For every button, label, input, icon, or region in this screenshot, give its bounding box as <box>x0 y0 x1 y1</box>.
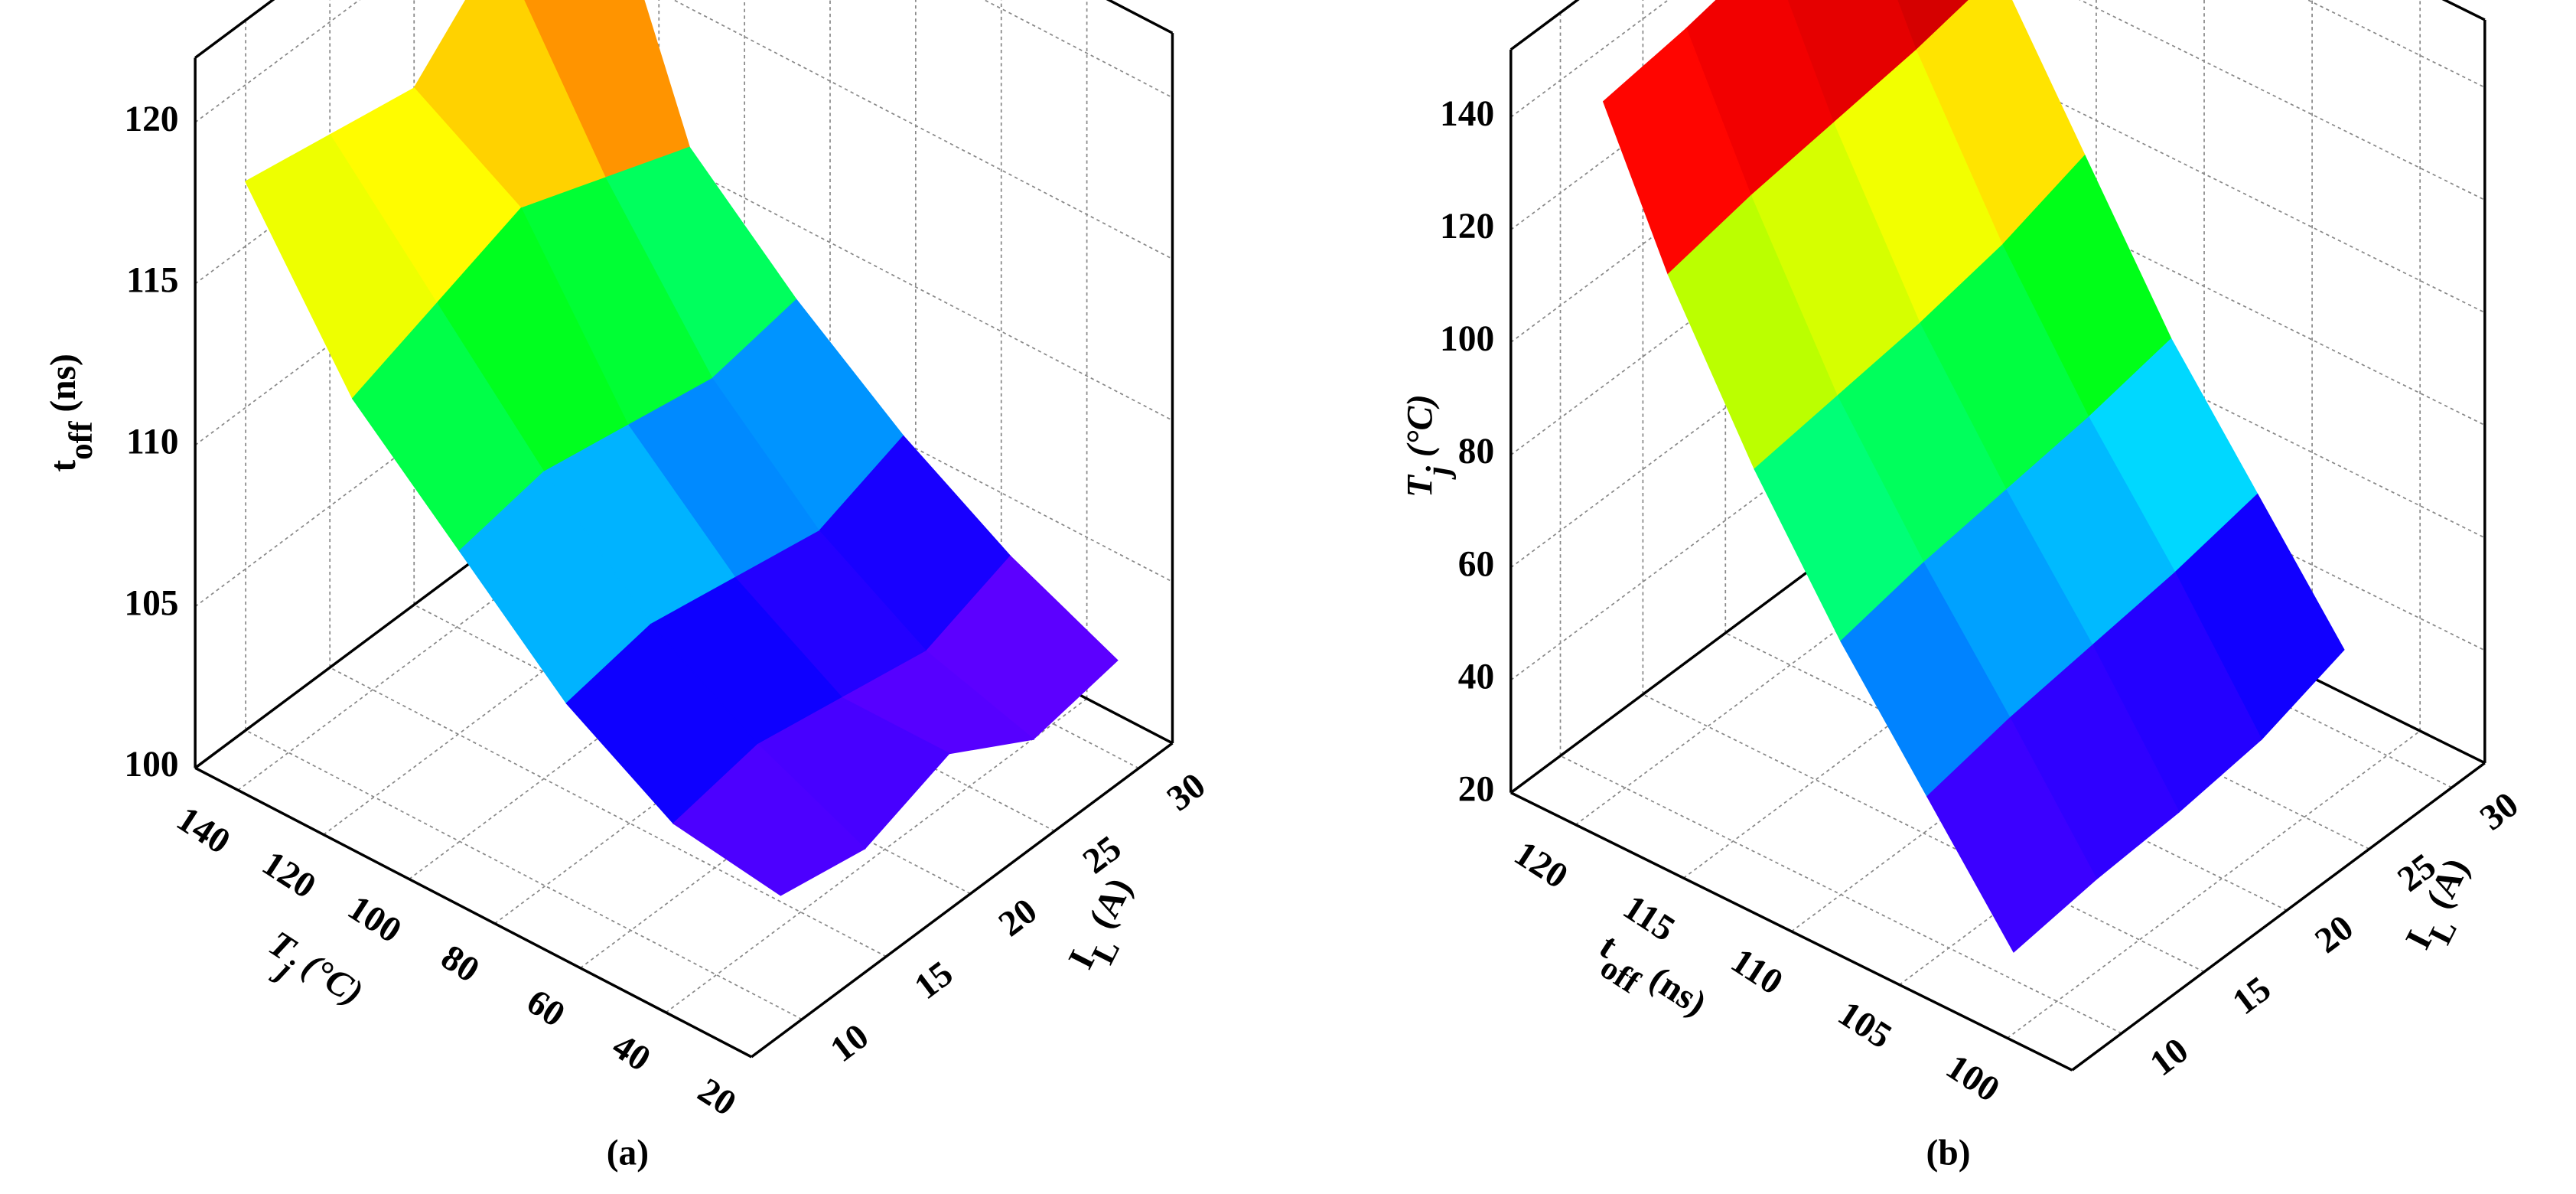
x-tick-label: 105 <box>1831 993 1898 1056</box>
y-axis-label: IL (A) <box>1061 872 1154 983</box>
x-tick-label: 40 <box>605 1026 657 1079</box>
x-tick-label: 115 <box>1616 887 1682 949</box>
z-axis-label: Tj (°C) <box>1400 394 1457 497</box>
grid-line <box>1560 755 2122 1034</box>
z-axis-label-part: T <box>1400 474 1440 497</box>
z-tick-label: 60 <box>1458 544 1494 584</box>
surface-cell <box>1926 716 2098 953</box>
x-axis-label-part: (°C) <box>288 941 370 1013</box>
y-tick-label: 30 <box>2473 785 2526 838</box>
z-axis-label: toff (ns) <box>44 354 100 471</box>
z-axis-label-part: (°C) <box>1400 394 1440 466</box>
axis-edge <box>1106 0 1174 34</box>
z-tick-label: 110 <box>126 422 179 462</box>
y-tick-label: 20 <box>992 891 1044 944</box>
grid-line <box>983 0 1173 99</box>
z-tick-label: 20 <box>1458 770 1494 810</box>
x-tick-label: 140 <box>170 799 237 862</box>
x-tick-label: 80 <box>434 938 486 990</box>
x-axis-label: toff (ns) <box>1584 926 1714 1038</box>
y-tick-label: 15 <box>907 954 960 1007</box>
grid-line <box>1923 147 2486 426</box>
grid-line <box>672 0 1173 260</box>
z-tick-label: 100 <box>1440 319 1494 359</box>
grid-line <box>665 698 1088 1013</box>
z-axis-label-part: (ns) <box>44 354 83 421</box>
surface-cell <box>672 743 866 896</box>
x-tick-label: 20 <box>691 1071 743 1124</box>
grid-line <box>245 729 803 1020</box>
x-tick-label: 120 <box>1507 834 1575 896</box>
grid-line <box>615 130 1173 421</box>
y-axis-label-part: (A) <box>1077 872 1140 943</box>
axis-edge <box>194 766 753 1059</box>
z-tick-label: 105 <box>124 583 178 623</box>
y-tick-label: 30 <box>1160 765 1213 819</box>
y-tick-label: 10 <box>2143 1030 2196 1084</box>
z-axis-label-part: t <box>44 460 83 472</box>
axis-edge <box>194 0 275 59</box>
z-tick-label: 100 <box>124 745 178 785</box>
grid-line <box>2306 0 2486 88</box>
grid-line <box>329 667 887 957</box>
panel-caption: (b) <box>1926 1133 1971 1173</box>
z-tick-label: 120 <box>1440 207 1494 246</box>
grid-line <box>1643 693 2205 973</box>
axis-edge <box>1510 791 2073 1072</box>
panel-caption: (a) <box>607 1133 649 1173</box>
z-tick-label: 40 <box>1458 657 1494 696</box>
z-tick-label: 115 <box>126 261 179 301</box>
axis-edge <box>2071 762 2486 1072</box>
surface-cell <box>1896 0 1971 52</box>
z-axis-label-part: off <box>64 421 99 460</box>
axis-edge <box>751 742 1174 1059</box>
x-tick-label: 110 <box>1724 941 1790 1003</box>
x-tick-label: 120 <box>256 843 323 906</box>
grid-line <box>194 0 361 123</box>
x-tick-label: 60 <box>519 982 572 1035</box>
x-tick-label: 100 <box>341 888 409 951</box>
y-tick-label: 10 <box>823 1016 876 1070</box>
z-tick-label: 80 <box>1458 432 1494 471</box>
z-tick-label: 120 <box>124 100 178 139</box>
x-axis-label: Tj (°C) <box>252 924 370 1027</box>
z-tick-label: 140 <box>1440 94 1494 134</box>
x-axis-label-part: (ns) <box>1635 954 1713 1024</box>
grid-line <box>1923 34 2486 314</box>
y-tick-label: 15 <box>2226 969 2278 1023</box>
grid-line <box>2079 0 2486 201</box>
x-tick-label: 100 <box>1939 1047 2007 1110</box>
y-tick-label: 20 <box>2308 908 2361 961</box>
